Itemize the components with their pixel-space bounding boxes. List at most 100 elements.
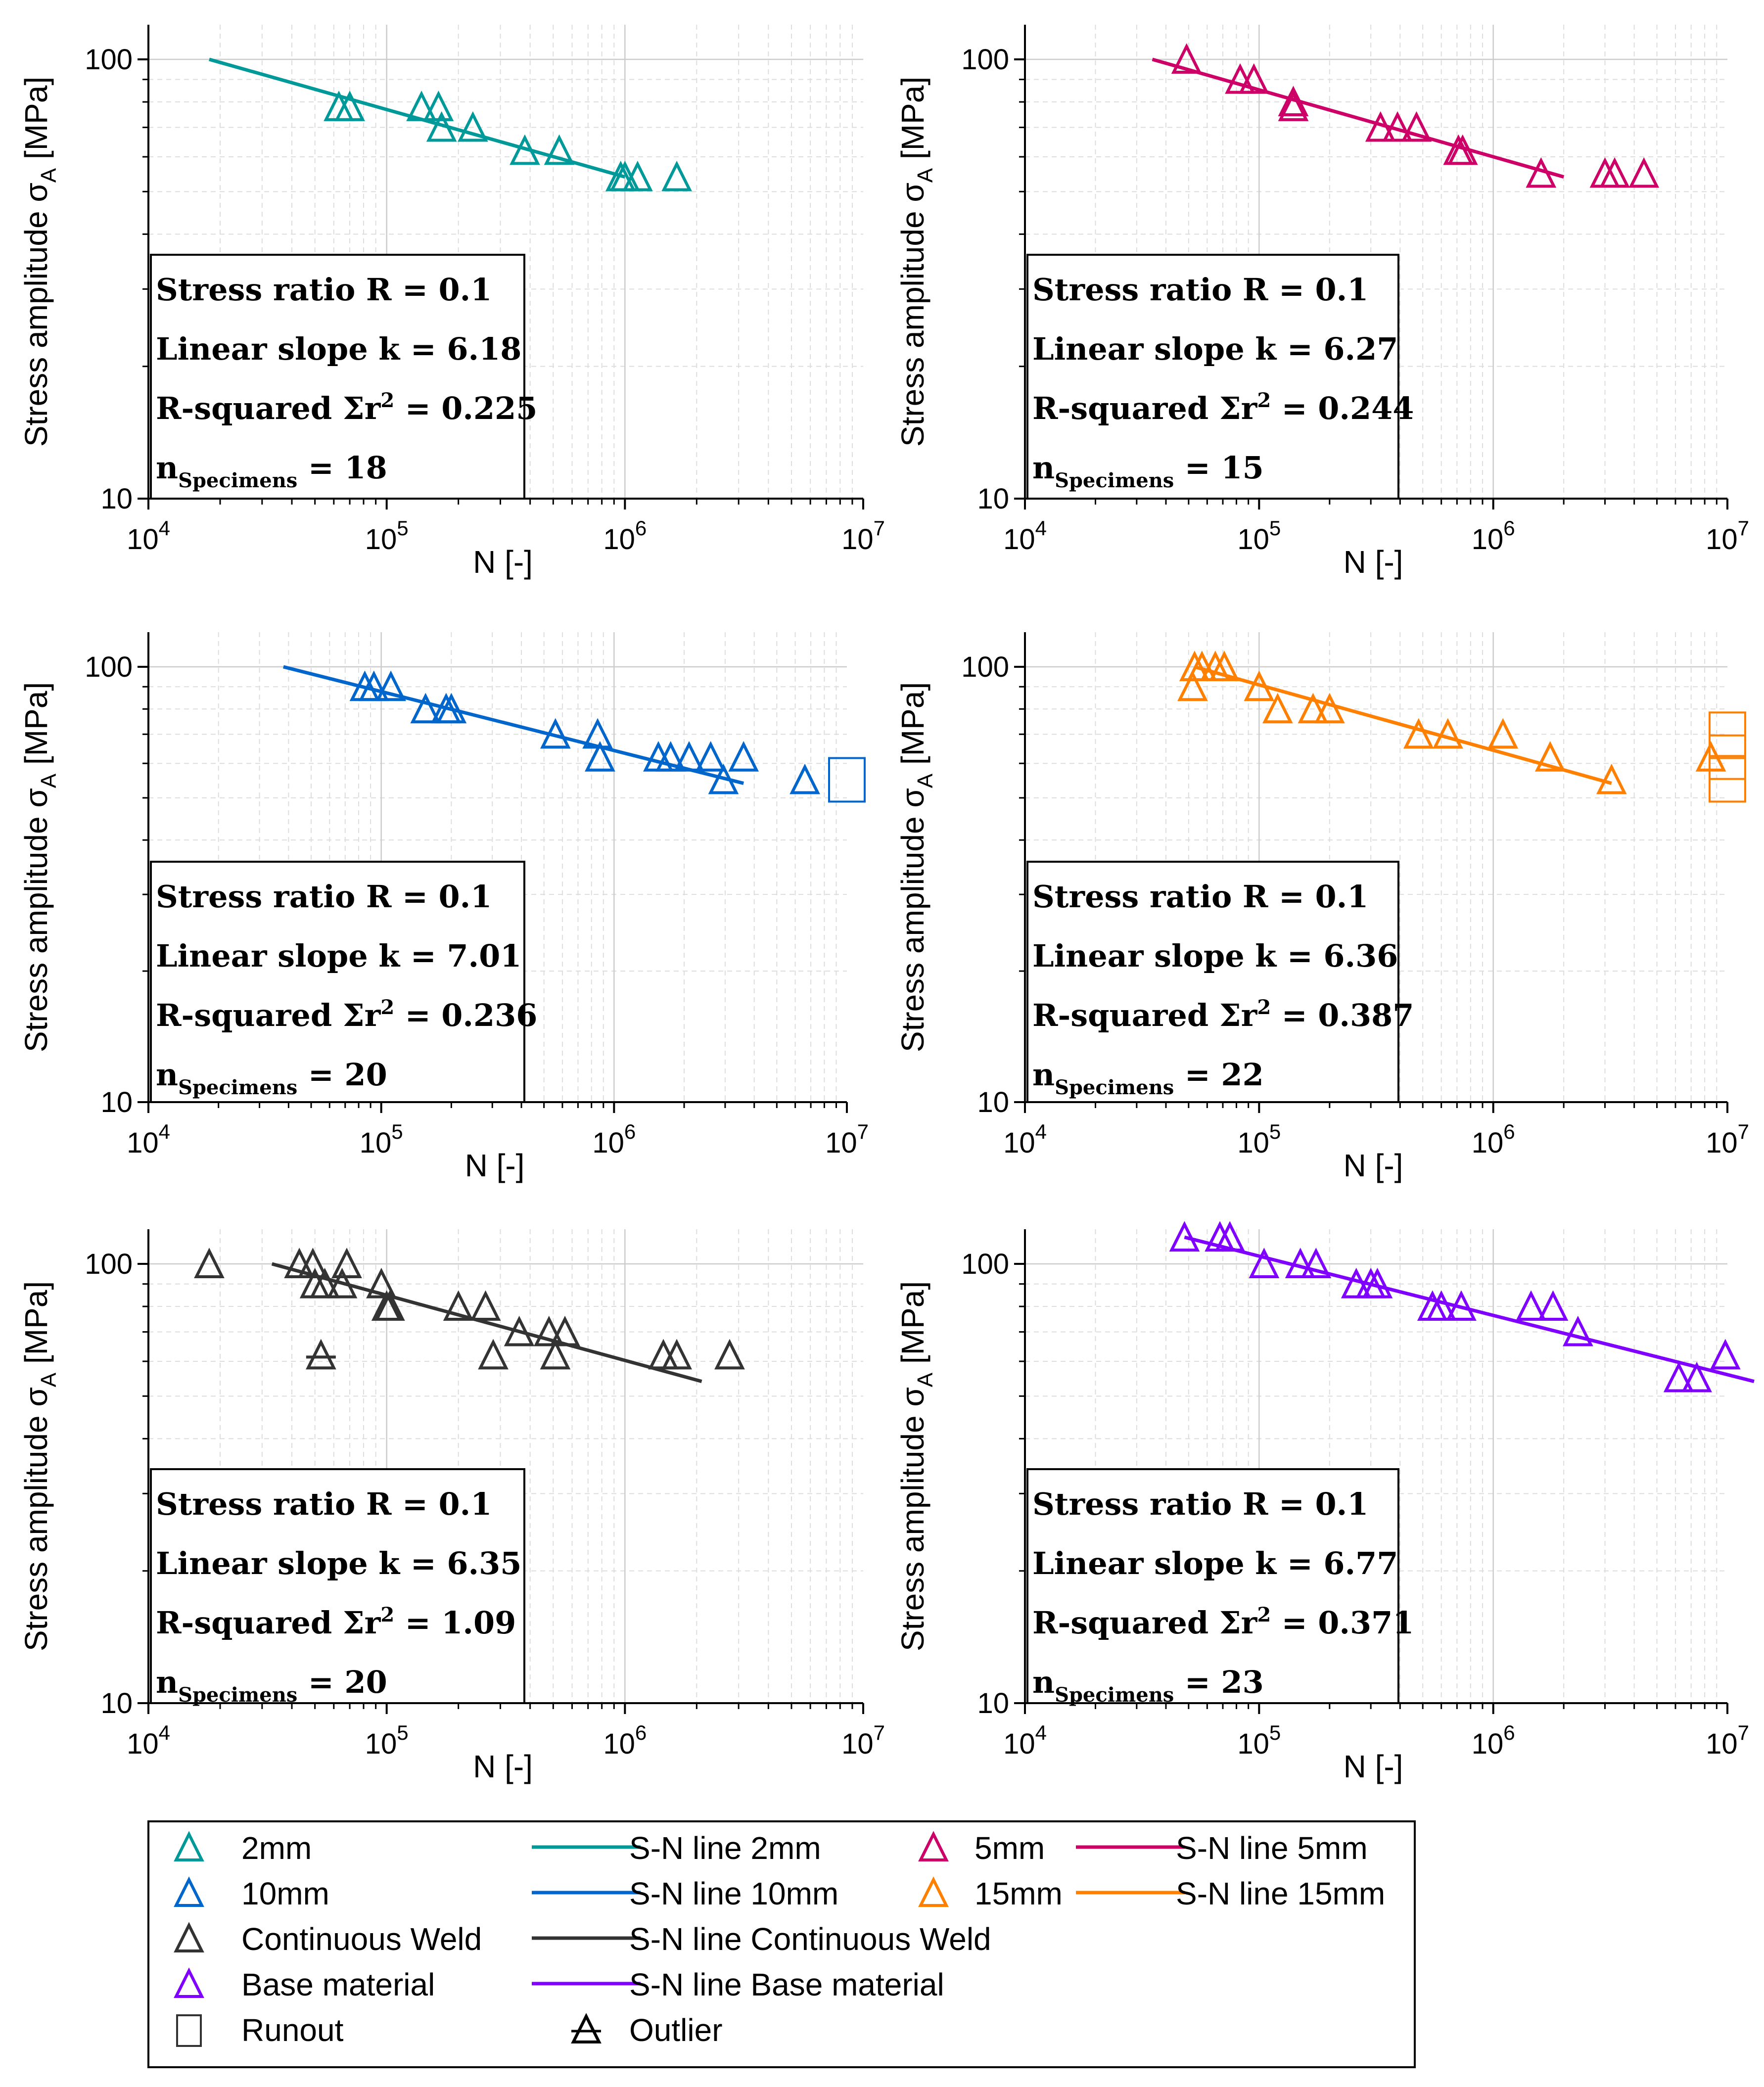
- stat-stress-ratio: Stress ratio R = 0.1: [1032, 879, 1368, 915]
- legend-item: S-N line 5mm: [1076, 1830, 1368, 1866]
- stats-box: [150, 1468, 525, 1704]
- y-tick-label: 100: [85, 44, 133, 76]
- x-tick-label: 106: [603, 516, 647, 556]
- data-point-triangle: [358, 670, 389, 701]
- stat-linear-slope: Linear slope k = 6.18: [156, 331, 521, 367]
- y-axis-label: Stress amplitude σA [MPa]: [895, 682, 937, 1052]
- stat-n-specimens: nSpecimens = 18: [156, 450, 387, 492]
- data-point-triangle: [1238, 63, 1269, 94]
- legend-marker-outlier: [571, 2013, 602, 2043]
- legend-marker-triangle: [918, 1876, 949, 1907]
- data-point-triangle: [695, 741, 726, 772]
- x-tick-label: 104: [127, 1721, 170, 1760]
- data-point-triangle: [1314, 693, 1345, 724]
- data-point-triangle: [1534, 741, 1566, 772]
- x-tick-label: 107: [841, 516, 885, 556]
- sn-fit-line: [209, 57, 626, 179]
- data-point-triangle: [728, 741, 759, 772]
- data-point-triangle: [1710, 1339, 1741, 1370]
- y-tick-label: 100: [961, 1248, 1009, 1280]
- data-point-triangle: [510, 134, 540, 165]
- data-point-triangle: [375, 670, 407, 701]
- data-point-triangle: [789, 763, 820, 794]
- data-point-triangle: [326, 1267, 358, 1299]
- data-point-triangle: [714, 1339, 745, 1370]
- legend-item: 15mm: [918, 1876, 1063, 1911]
- y-tick-label: 10: [977, 1687, 1009, 1719]
- x-tick-label: 104: [1003, 1721, 1047, 1760]
- x-tick-label: 105: [1237, 516, 1281, 556]
- stat-r-squared: R-squared Σr2 = 0.244: [1032, 389, 1414, 426]
- stat-n-specimens: nSpecimens = 20: [156, 1057, 387, 1099]
- data-point-triangle: [1362, 1267, 1393, 1299]
- legend-label: Runout: [241, 2012, 344, 2048]
- legend-box: [147, 1820, 1416, 2068]
- x-tick-label: 104: [127, 1120, 170, 1159]
- x-tick-label: 107: [1706, 1721, 1749, 1760]
- data-point-triangle: [1177, 670, 1208, 701]
- legend-marker-triangle: [174, 1967, 204, 1998]
- runout-point: [1709, 711, 1746, 757]
- y-axis-label: Stress amplitude σA [MPa]: [895, 77, 937, 447]
- legend-label: S-N line 5mm: [1176, 1830, 1368, 1866]
- stat-r-squared: R-squared Σr2 = 0.371: [1032, 1603, 1414, 1641]
- legend-label: Continuous Weld: [241, 1921, 482, 1957]
- data-point-triangle: [674, 741, 704, 772]
- data-point-triangle: [1487, 718, 1519, 749]
- data-point-triangle: [1599, 157, 1630, 188]
- stat-stress-ratio: Stress ratio R = 0.1: [1032, 272, 1368, 308]
- data-point-triangle: [708, 763, 739, 794]
- legend-item: 10mm: [174, 1876, 329, 1911]
- stats-box: [150, 861, 525, 1103]
- data-point-triangle: [1214, 1221, 1246, 1252]
- legend-marker-triangle: [174, 1876, 204, 1907]
- legend-label: S-N line 15mm: [1176, 1876, 1385, 1911]
- data-point-triangle: [540, 718, 571, 749]
- legend-item: Runout: [176, 2012, 344, 2048]
- legend: 2mm 10mm Continuous Weld Base material Runou…: [147, 1820, 1416, 2068]
- data-point-triangle: [1563, 1315, 1593, 1346]
- legend-label: 5mm: [975, 1830, 1045, 1866]
- data-point-triangle: [1278, 91, 1309, 121]
- stat-linear-slope: Linear slope k = 6.35: [156, 1545, 521, 1581]
- data-point-triangle: [309, 1267, 340, 1299]
- chart-panel-base-material: 104 105 106 107 10 100 N [-] Stress amplitude σ…: [895, 1221, 1755, 1784]
- stats-box: [1026, 1468, 1399, 1704]
- data-point-triangle: [1681, 1361, 1712, 1392]
- x-axis-label: N [-]: [1344, 544, 1403, 580]
- data-point-triangle: [194, 1248, 225, 1278]
- data-point-triangle: [1341, 1267, 1372, 1299]
- stat-stress-ratio: Stress ratio R = 0.1: [156, 1486, 492, 1522]
- y-tick-label: 10: [977, 483, 1009, 515]
- legend-label: S-N line 10mm: [629, 1876, 838, 1911]
- x-axis-label: N [-]: [1344, 1749, 1403, 1784]
- data-point-triangle: [470, 1290, 501, 1321]
- x-tick-label: 104: [1003, 516, 1047, 556]
- x-tick-label: 105: [360, 1120, 403, 1159]
- data-point-triangle: [366, 1267, 397, 1299]
- data-point-triangle: [1171, 43, 1202, 74]
- data-point-triangle: [1426, 1290, 1457, 1321]
- x-tick-label: 106: [1472, 1721, 1515, 1760]
- legend-label: S-N line Base material: [629, 1967, 944, 2002]
- y-axis-label: Stress amplitude σA [MPa]: [895, 1281, 937, 1651]
- x-tick-label: 105: [1237, 1120, 1281, 1159]
- legend-label: 2mm: [241, 1830, 312, 1866]
- y-tick-label: 100: [85, 651, 133, 683]
- x-axis-label: N [-]: [465, 1148, 525, 1183]
- legend-item: S-N line Continuous Weld: [532, 1921, 991, 1957]
- y-axis-label: Stress amplitude σA [MPa]: [18, 77, 61, 447]
- data-point-triangle: [331, 1248, 362, 1278]
- x-tick-label: 106: [592, 1120, 636, 1159]
- sn-fit-line: [283, 665, 744, 785]
- data-point-triangle: [1365, 111, 1396, 142]
- data-point-triangle: [655, 741, 686, 772]
- legend-marker-triangle: [918, 1831, 949, 1861]
- legend-item: S-N line 15mm: [1076, 1876, 1385, 1911]
- data-point-triangle: [540, 1339, 571, 1370]
- data-point-triangle: [585, 741, 615, 772]
- legend-item: Continuous Weld: [174, 1921, 482, 1957]
- data-point-triangle: [661, 1339, 692, 1370]
- data-point-triangle: [1526, 157, 1557, 188]
- data-point-triangle: [1249, 1248, 1280, 1278]
